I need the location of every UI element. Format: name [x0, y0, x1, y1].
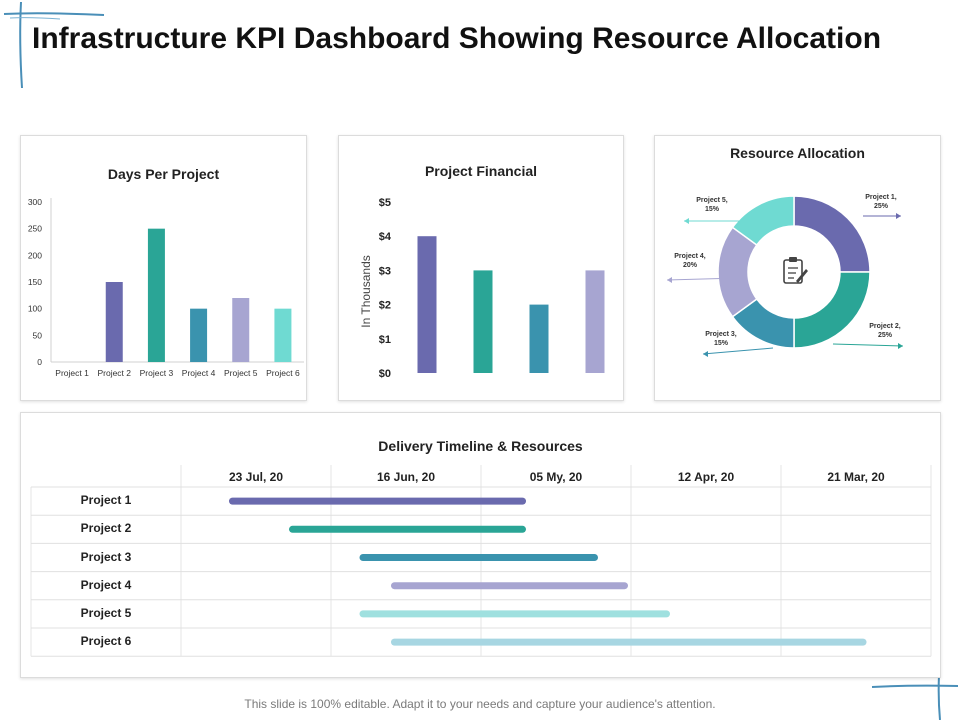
gantt-bar-project-5: [359, 610, 670, 618]
days-per-project-title: Days Per Project: [107, 166, 220, 182]
delivery-timeline-card: Delivery Timeline & Resources 23 Jul, 20…: [20, 412, 941, 678]
gantt-chart: 23 Jul, 20 16 Jun, 20 05 My, 20 12 Apr, 20 2…: [21, 413, 940, 677]
y-tick-label: $5: [379, 197, 391, 209]
x-tick-label: Project 6: [266, 368, 300, 378]
clipboard-icon: [783, 257, 808, 284]
donut-slice-project-1: [793, 195, 871, 273]
x-tick-label: Project 3: [140, 368, 174, 378]
gantt-bar-project-2: [289, 525, 526, 533]
slice-label-percent: 15%: [705, 206, 720, 213]
arrow-head-icon: [684, 218, 689, 224]
y-tick-label: 150: [28, 277, 42, 287]
x-tick-label: Project 2: [97, 368, 131, 378]
project-financial-title: Project Financial: [424, 163, 538, 179]
slice-label-percent: 15%: [714, 340, 729, 347]
x-tick-label: Project 1: [55, 368, 89, 378]
bar-4: [585, 270, 605, 373]
bar-project-6: [274, 308, 292, 362]
slice-label-percent: 25%: [874, 203, 889, 210]
resource-allocation-chart: Project 1, 25% Project 2, 25% Project 3, 15% P…: [666, 194, 904, 357]
gantt-bar-project-3: [359, 554, 598, 561]
corner-decoration-top-left: [3, 1, 105, 89]
x-tick-label: Project 4: [182, 368, 216, 378]
label-connector-line: [702, 347, 774, 355]
gantt-column-header: 21 Mar, 20: [827, 470, 885, 484]
y-tick-label: $0: [379, 368, 391, 380]
gantt-column-header: 16 Jun, 20: [376, 470, 436, 484]
y-tick-label: 0: [37, 357, 42, 367]
y-tick-label: 100: [28, 304, 42, 314]
gantt-row-label: Project 5: [80, 605, 132, 620]
bar-2: [473, 270, 493, 373]
resource-allocation-card: Resource Allocation Project 1, 25% Project…: [654, 135, 941, 401]
gantt-bar-project-1: [229, 497, 526, 505]
y-tick-label: 50: [33, 330, 43, 340]
donut-slice-project-2: [793, 271, 871, 349]
footer-note: This slide is 100% editable. Adapt it to…: [244, 697, 716, 711]
x-tick-label: Project 5: [224, 368, 258, 378]
gantt-row-label: Project 6: [80, 634, 132, 649]
gantt-row-label: Project 3: [80, 549, 132, 564]
gantt-column-header: 12 Apr, 20: [677, 470, 735, 484]
project-financial-card: Project Financial $0 $1 $2 $3 $4 $5 In Thousan…: [338, 135, 624, 401]
bar-project-2: [105, 282, 123, 362]
slice-label-name: Project 1,: [865, 194, 897, 201]
y-tick-label: $3: [379, 265, 391, 277]
gantt-row-label: Project 2: [80, 521, 132, 536]
arrow-head-icon: [898, 343, 903, 349]
gantt-column-header: 05 My, 20: [529, 470, 583, 484]
days-per-project-chart: 0 50 100 150 200 250 300 Project 1 Project 2 Proj…: [28, 197, 304, 378]
slice-label-name: Project 3,: [705, 331, 737, 338]
y-tick-label: $4: [379, 231, 392, 243]
donut-slice-project-5: [731, 195, 795, 247]
project-financial-chart: $0 $1 $2 $3 $4 $5 In Thousands: [359, 197, 605, 380]
delivery-timeline-title: Delivery Timeline & Resources: [378, 438, 583, 454]
gantt-bar-project-4: [391, 582, 628, 590]
arrow-head-icon: [667, 277, 672, 283]
slice-label-name: Project 4,: [674, 253, 706, 260]
gantt-row-label: Project 1: [80, 493, 132, 508]
bar-1: [417, 236, 437, 373]
gantt-row-label: Project 4: [80, 577, 132, 592]
slice-label-percent: 25%: [878, 332, 893, 339]
bar-project-3: [147, 228, 165, 362]
slice-label-name: Project 2,: [869, 323, 901, 330]
arrow-head-icon: [896, 213, 901, 219]
y-tick-label: 200: [28, 250, 42, 260]
resource-allocation-title: Resource Allocation: [730, 145, 865, 161]
arrow-head-icon: [703, 351, 708, 357]
bar-project-4: [190, 308, 208, 362]
bar-3: [529, 304, 549, 373]
gantt-grid: [30, 465, 932, 657]
gantt-bar-project-6: [391, 638, 867, 646]
days-per-project-card: Days Per Project 0 50 100 150 200 250 300 Proje…: [20, 135, 307, 401]
y-tick-label: 300: [28, 197, 42, 207]
corner-decoration-bottom-right: [871, 674, 959, 720]
bar-project-5: [232, 298, 250, 362]
y-axis-label: In Thousands: [359, 255, 373, 328]
slice-label-name: Project 5,: [696, 197, 728, 204]
slice-label-percent: 20%: [683, 262, 698, 269]
y-tick-label: $2: [379, 300, 391, 312]
label-connector-line: [832, 343, 904, 347]
y-tick-label: 250: [28, 224, 42, 234]
y-tick-label: $1: [379, 334, 391, 346]
label-connector-line: [666, 277, 740, 281]
gantt-column-header: 23 Jul, 20: [228, 470, 284, 484]
page-title: Infrastructure KPI Dashboard Showing Res…: [32, 22, 882, 55]
